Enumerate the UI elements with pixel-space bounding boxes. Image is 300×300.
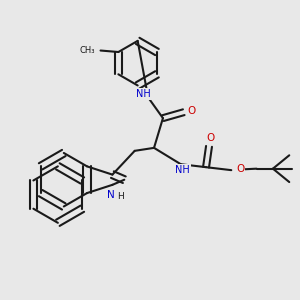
- Text: CH₃: CH₃: [80, 46, 95, 55]
- Text: O: O: [206, 133, 214, 143]
- Text: NH: NH: [136, 89, 151, 99]
- Text: O: O: [187, 106, 195, 116]
- Text: O: O: [236, 164, 244, 174]
- Text: NH: NH: [175, 165, 190, 175]
- Text: N: N: [107, 190, 115, 200]
- Text: H: H: [117, 192, 124, 201]
